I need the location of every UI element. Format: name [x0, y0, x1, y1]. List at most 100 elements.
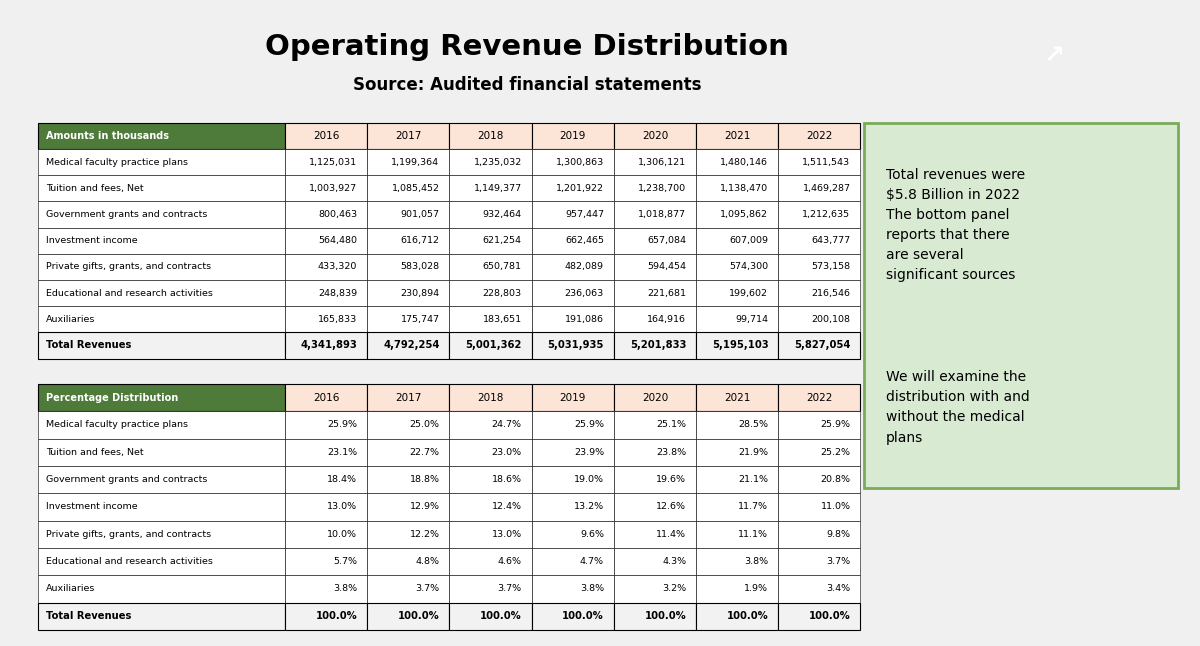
Text: 23.1%: 23.1% — [328, 448, 358, 457]
Bar — [367, 439, 449, 466]
Bar — [696, 439, 779, 466]
Bar — [286, 254, 367, 280]
Bar — [38, 521, 286, 548]
Bar — [614, 280, 696, 306]
Bar — [286, 306, 367, 332]
Bar — [367, 280, 449, 306]
Bar — [614, 412, 696, 439]
Text: 25.0%: 25.0% — [409, 421, 439, 430]
Text: 564,480: 564,480 — [318, 236, 358, 245]
Bar — [532, 306, 613, 332]
Bar — [696, 384, 779, 412]
Text: 100.0%: 100.0% — [480, 611, 522, 621]
Bar — [367, 466, 449, 493]
Text: 216,546: 216,546 — [811, 289, 851, 298]
Text: Educational and research activities: Educational and research activities — [47, 557, 214, 566]
Text: 2019: 2019 — [559, 131, 586, 141]
Text: Amounts in thousands: Amounts in thousands — [47, 131, 169, 141]
Bar — [286, 575, 367, 603]
Bar — [696, 280, 779, 306]
Text: 433,320: 433,320 — [318, 262, 358, 271]
Text: Operating Revenue Distribution: Operating Revenue Distribution — [265, 33, 790, 61]
Text: 25.9%: 25.9% — [821, 421, 851, 430]
Bar — [696, 466, 779, 493]
Text: 230,894: 230,894 — [401, 289, 439, 298]
Bar — [532, 123, 613, 149]
Bar — [532, 575, 613, 603]
Bar — [696, 575, 779, 603]
Text: 165,833: 165,833 — [318, 315, 358, 324]
Text: 200,108: 200,108 — [811, 315, 851, 324]
Bar — [38, 254, 286, 280]
Text: 594,454: 594,454 — [647, 262, 686, 271]
Bar — [286, 521, 367, 548]
Text: 4.7%: 4.7% — [580, 557, 604, 566]
Bar — [450, 280, 532, 306]
Bar — [38, 227, 286, 254]
Bar — [696, 123, 779, 149]
Bar — [367, 384, 449, 412]
Text: 12.2%: 12.2% — [409, 530, 439, 539]
Bar — [38, 280, 286, 306]
Text: Total Revenues: Total Revenues — [47, 611, 132, 621]
Text: 1,469,287: 1,469,287 — [803, 183, 851, 193]
Text: 5.7%: 5.7% — [334, 557, 358, 566]
Bar — [532, 280, 613, 306]
Text: 21.9%: 21.9% — [738, 448, 768, 457]
Text: 9.6%: 9.6% — [580, 530, 604, 539]
Text: 25.9%: 25.9% — [574, 421, 604, 430]
Bar — [779, 521, 860, 548]
Text: 616,712: 616,712 — [401, 236, 439, 245]
Bar — [286, 466, 367, 493]
Bar — [450, 149, 532, 175]
Bar — [779, 466, 860, 493]
Text: 23.9%: 23.9% — [574, 448, 604, 457]
Text: 221,681: 221,681 — [647, 289, 686, 298]
Text: 643,777: 643,777 — [811, 236, 851, 245]
Text: 621,254: 621,254 — [482, 236, 522, 245]
Bar — [450, 603, 532, 630]
Bar — [38, 306, 286, 332]
Text: Investment income: Investment income — [47, 503, 138, 512]
Text: Auxiliaries: Auxiliaries — [47, 315, 96, 324]
Text: 25.1%: 25.1% — [656, 421, 686, 430]
Bar — [614, 175, 696, 202]
Text: 2017: 2017 — [395, 393, 421, 402]
Bar — [614, 254, 696, 280]
Text: 800,463: 800,463 — [318, 210, 358, 219]
Text: 1,199,364: 1,199,364 — [391, 158, 439, 167]
Bar — [450, 384, 532, 412]
Bar — [286, 227, 367, 254]
Bar — [38, 548, 286, 575]
Bar — [450, 202, 532, 227]
Text: 2020: 2020 — [642, 393, 668, 402]
Text: Percentage Distribution: Percentage Distribution — [47, 393, 179, 402]
Bar — [532, 332, 613, 359]
Bar — [38, 175, 286, 202]
Bar — [696, 175, 779, 202]
Bar — [367, 149, 449, 175]
Bar — [532, 521, 613, 548]
Bar — [450, 332, 532, 359]
Text: 2022: 2022 — [806, 393, 833, 402]
Text: 248,839: 248,839 — [318, 289, 358, 298]
Bar — [367, 575, 449, 603]
Text: 4.8%: 4.8% — [415, 557, 439, 566]
Text: 662,465: 662,465 — [565, 236, 604, 245]
Text: Medical faculty practice plans: Medical faculty practice plans — [47, 158, 188, 167]
Text: 2021: 2021 — [724, 131, 750, 141]
Text: 10.0%: 10.0% — [328, 530, 358, 539]
Text: 574,300: 574,300 — [730, 262, 768, 271]
Bar — [614, 384, 696, 412]
Text: 18.4%: 18.4% — [328, 475, 358, 484]
Bar — [286, 149, 367, 175]
Bar — [38, 603, 286, 630]
Text: 5,031,935: 5,031,935 — [547, 340, 604, 350]
Bar — [614, 306, 696, 332]
Bar — [779, 412, 860, 439]
Text: 12.6%: 12.6% — [656, 503, 686, 512]
Bar — [696, 227, 779, 254]
Bar — [450, 548, 532, 575]
Text: 2016: 2016 — [313, 393, 340, 402]
Text: 24.7%: 24.7% — [492, 421, 522, 430]
